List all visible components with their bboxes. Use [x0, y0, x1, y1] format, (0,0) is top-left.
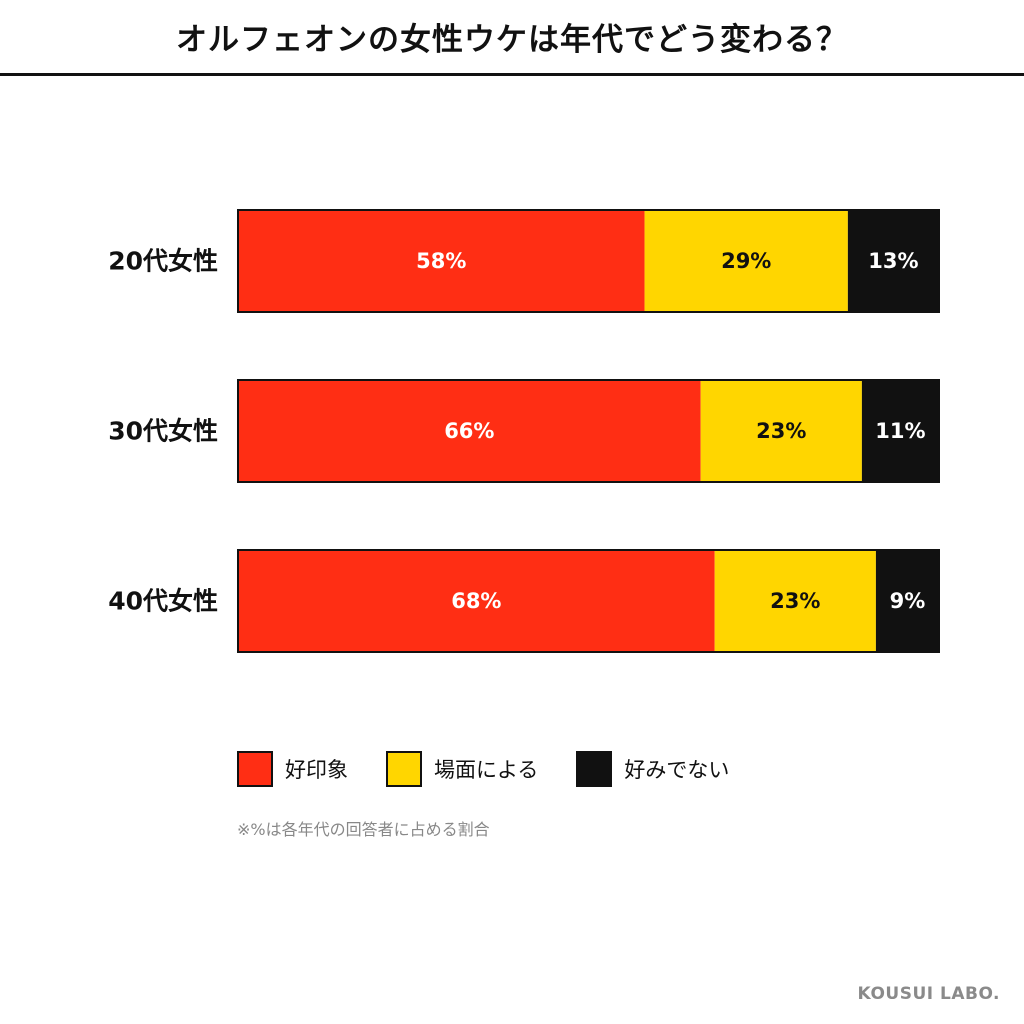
legend-label-dislike: 好みでない — [624, 758, 730, 782]
bar-segment — [700, 380, 862, 482]
data-label: 66% — [444, 419, 494, 443]
legend-swatch-positive — [237, 751, 273, 787]
bar-segment — [238, 210, 645, 312]
data-label: 58% — [416, 249, 466, 273]
legend-label-positive: 好印象 — [285, 758, 348, 782]
bar-segment — [861, 380, 939, 482]
legend: 好印象 場面による 好みでない — [237, 751, 767, 787]
footnote: ※%は各年代の回答者に占める割合 — [237, 820, 490, 839]
bar-outline — [237, 209, 940, 313]
stacked-bar-chart: 20代女性 58% 29% 13% 30代女性 66% 23% 11% 40代女性 68% 23% 9… — [108, 209, 940, 653]
data-label: 29% — [721, 249, 771, 273]
data-label: 11% — [875, 419, 925, 443]
data-label: 23% — [756, 419, 806, 443]
bar-segment — [238, 380, 701, 482]
category-label: 40代女性 — [108, 587, 218, 616]
bar-segment — [714, 550, 876, 652]
bar-outline — [237, 549, 940, 653]
legend-item-depends: 場面による — [386, 751, 538, 787]
legend-item-positive: 好印象 — [237, 751, 348, 787]
category-label: 20代女性 — [108, 247, 218, 276]
bar-segment — [847, 210, 939, 312]
header: オルフェオンの女性ウケは年代でどう変わる？ — [0, 0, 1024, 76]
data-label: 68% — [451, 589, 501, 613]
category-label: 30代女性 — [108, 417, 218, 446]
legend-swatch-depends — [386, 751, 422, 787]
chart-title: オルフェオンの女性ウケは年代でどう変わる？ — [176, 22, 848, 58]
bar-segment — [644, 210, 848, 312]
bar-segment — [238, 550, 715, 652]
data-label: 13% — [868, 249, 918, 273]
bar-segment — [875, 550, 939, 652]
legend-label-depends: 場面による — [434, 758, 539, 782]
credit-logo: KOUSUI LABO. — [857, 984, 1000, 1004]
data-label: 23% — [770, 589, 820, 613]
data-label: 9% — [890, 589, 926, 613]
legend-item-dislike: 好みでない — [576, 751, 729, 787]
legend-swatch-dislike — [576, 751, 613, 787]
bar-outline — [237, 379, 940, 483]
